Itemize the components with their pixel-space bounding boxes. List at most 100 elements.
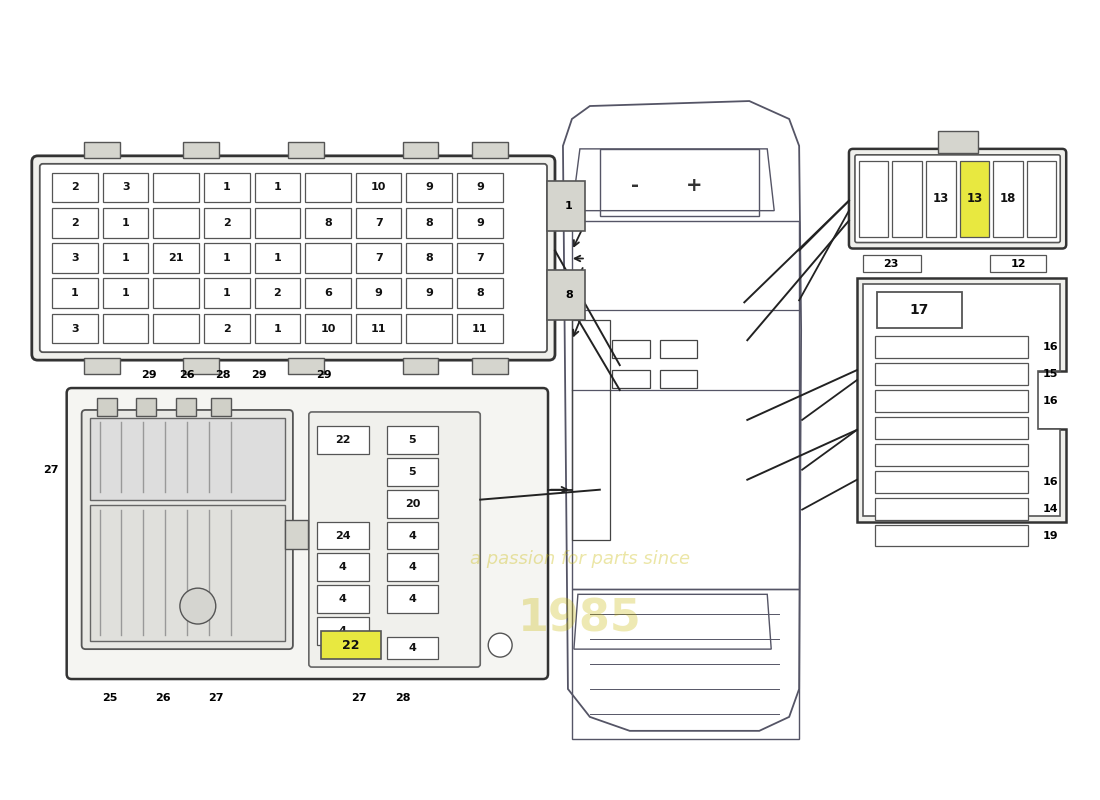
FancyBboxPatch shape: [32, 156, 556, 360]
Bar: [211, 398, 231, 416]
Text: 2: 2: [72, 218, 79, 228]
Bar: [255, 173, 300, 202]
Text: 27: 27: [208, 693, 224, 703]
Text: 1: 1: [274, 253, 282, 263]
Text: 8: 8: [426, 253, 433, 263]
Bar: [53, 243, 98, 273]
Bar: [407, 173, 452, 202]
Bar: [407, 278, 452, 308]
Text: 14: 14: [1043, 504, 1058, 514]
Text: 16: 16: [1043, 396, 1058, 406]
FancyBboxPatch shape: [855, 155, 1060, 242]
Text: 3: 3: [72, 253, 79, 263]
Text: 4: 4: [408, 643, 417, 653]
Bar: [356, 173, 402, 202]
Bar: [53, 173, 98, 202]
Bar: [386, 522, 439, 550]
Bar: [103, 173, 148, 202]
Text: 9: 9: [375, 288, 383, 298]
Text: 6: 6: [324, 288, 332, 298]
Text: 20: 20: [405, 498, 420, 509]
Text: 3: 3: [122, 182, 130, 193]
Bar: [959, 161, 989, 237]
Text: a passion for parts since: a passion for parts since: [470, 550, 690, 569]
Bar: [321, 631, 381, 659]
Bar: [317, 586, 368, 614]
Bar: [356, 278, 402, 308]
Bar: [874, 525, 1028, 546]
Bar: [306, 314, 351, 343]
Text: 1: 1: [223, 253, 231, 263]
Text: 16: 16: [1043, 477, 1058, 486]
Text: 26: 26: [155, 693, 172, 703]
Bar: [84, 358, 120, 374]
Text: 1: 1: [72, 288, 79, 298]
Bar: [356, 208, 402, 238]
Bar: [53, 208, 98, 238]
Text: 1985: 1985: [518, 598, 641, 641]
Bar: [89, 505, 285, 641]
Bar: [103, 208, 148, 238]
Bar: [255, 243, 300, 273]
Bar: [547, 181, 585, 230]
Text: 11: 11: [472, 323, 487, 334]
Bar: [306, 208, 351, 238]
Text: 23: 23: [883, 259, 899, 270]
Text: 4: 4: [339, 594, 346, 604]
Bar: [386, 637, 439, 659]
Text: 9: 9: [426, 182, 433, 193]
Bar: [458, 208, 503, 238]
Bar: [205, 278, 250, 308]
Bar: [154, 314, 199, 343]
Bar: [993, 161, 1023, 237]
Bar: [874, 498, 1028, 519]
Bar: [612, 370, 650, 388]
Text: 5: 5: [409, 466, 416, 477]
Bar: [306, 173, 351, 202]
Bar: [407, 208, 452, 238]
Text: 25: 25: [102, 693, 118, 703]
Bar: [288, 142, 323, 158]
Bar: [458, 173, 503, 202]
Bar: [285, 519, 308, 550]
Bar: [386, 490, 439, 518]
Bar: [386, 426, 439, 454]
Bar: [154, 173, 199, 202]
Bar: [205, 243, 250, 273]
Bar: [317, 426, 368, 454]
Bar: [874, 444, 1028, 466]
Bar: [255, 314, 300, 343]
Text: 24: 24: [334, 530, 351, 541]
Text: 13: 13: [966, 192, 982, 206]
Bar: [103, 243, 148, 273]
Bar: [1026, 161, 1056, 237]
Bar: [317, 618, 368, 645]
Text: 4: 4: [408, 562, 417, 573]
Text: 4: 4: [408, 594, 417, 604]
Bar: [547, 270, 585, 320]
Bar: [859, 161, 889, 237]
Bar: [317, 554, 368, 582]
Bar: [89, 418, 285, 500]
FancyBboxPatch shape: [309, 412, 481, 667]
Text: +: +: [686, 176, 703, 195]
Bar: [154, 208, 199, 238]
Text: 3: 3: [72, 323, 79, 334]
Text: 2: 2: [223, 323, 231, 334]
Text: 2: 2: [223, 218, 231, 228]
Bar: [53, 314, 98, 343]
Text: 8: 8: [565, 290, 573, 300]
Text: 28: 28: [216, 370, 231, 380]
Bar: [660, 370, 697, 388]
Text: 19: 19: [1043, 530, 1058, 541]
Bar: [184, 142, 219, 158]
Text: 7: 7: [375, 253, 383, 263]
Bar: [874, 417, 1028, 439]
Bar: [458, 278, 503, 308]
Text: 28: 28: [395, 693, 410, 703]
Bar: [937, 131, 978, 153]
Text: -: -: [630, 176, 639, 195]
Bar: [874, 336, 1028, 358]
Bar: [862, 254, 921, 273]
Bar: [356, 314, 402, 343]
